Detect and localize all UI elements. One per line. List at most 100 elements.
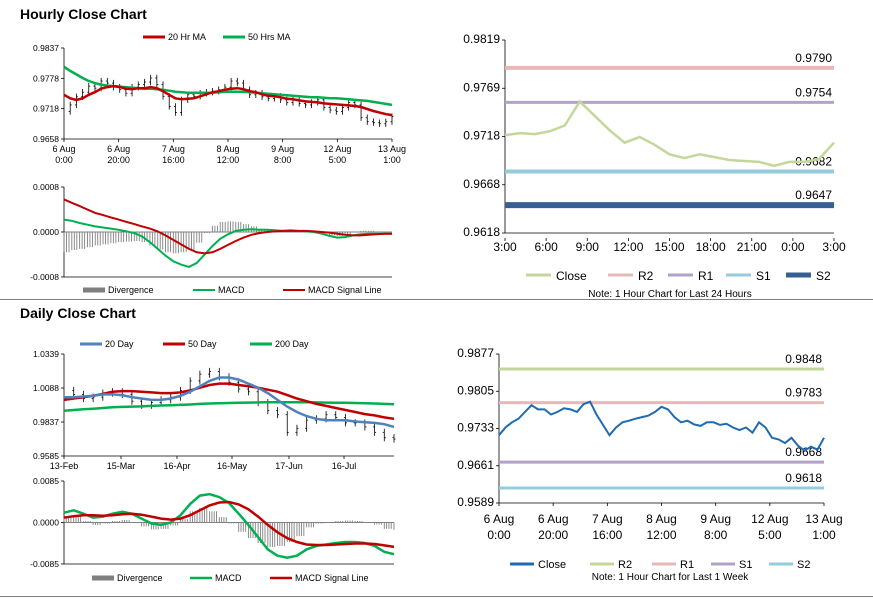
hourly-level-r2-label: 0.9790 xyxy=(795,51,832,65)
daily-levels-x-tick-label: 16:00 xyxy=(592,528,622,542)
daily-levels-x-tick-label: 6 Aug xyxy=(484,512,515,526)
daily-ma200-line xyxy=(63,400,395,412)
daily-levels-x-tick-label: 0:00 xyxy=(487,528,511,542)
hourly-price-x-tick-label: 7 Aug xyxy=(162,144,185,154)
daily-levels-y-tick-label: 0.9877 xyxy=(457,346,494,360)
daily-macd-y-tick-label: 0.0085 xyxy=(33,476,59,486)
hourly-price-x-tick-label: 9 Aug xyxy=(271,144,294,154)
hourly-levels-legend-label: R1 xyxy=(698,269,714,283)
hourly-price-x-tick-label: 8 Aug xyxy=(216,144,239,154)
daily-levels-note: Note: 1 Hour Chart for Last 1 Week xyxy=(591,572,749,583)
daily-macd-line xyxy=(63,492,395,559)
hourly-macd-y-tick-label: -0.0008 xyxy=(30,272,59,282)
bottom-divider xyxy=(0,596,873,597)
hourly-price-y-tick-label: 0.9837 xyxy=(33,43,59,53)
daily-level-r2-label: 0.9848 xyxy=(785,352,822,366)
hourly-price-y-tick-label: 0.9718 xyxy=(33,104,59,114)
hourly-divergence-legend-label: Divergence xyxy=(108,285,154,295)
hourly-level-r1-label: 0.9754 xyxy=(795,85,832,99)
hourly-price-x-tick-label: 0:00 xyxy=(55,155,73,165)
hourly-levels-x-tick-label: 3:00 xyxy=(822,240,846,254)
daily-close-line xyxy=(498,400,825,452)
hourly-price-x-tick-label: 20:00 xyxy=(107,155,130,165)
daily-level-s2-label: 0.9618 xyxy=(785,471,822,485)
daily-signal-line xyxy=(63,500,395,549)
daily-levels-x-tick-label: 5:00 xyxy=(758,528,782,542)
daily-levels-x-tick-label: 12:00 xyxy=(646,528,676,542)
daily-level-s1-label: 0.9668 xyxy=(785,445,822,459)
daily-levels-y-tick-label: 0.9661 xyxy=(457,458,494,472)
daily-levels-x-tick-label: 12 Aug xyxy=(751,512,788,526)
daily-levels-legend-label: R2 xyxy=(618,559,632,571)
hourly-ma20-legend-label: 20 Hr MA xyxy=(168,32,206,42)
daily-signal-legend-label: MACD Signal Line xyxy=(295,573,369,583)
daily-price-x-tick-label: 15-Mar xyxy=(107,461,136,471)
hourly-levels-x-tick-label: 0:00 xyxy=(781,240,805,254)
hourly-price-x-tick-label: 13 Aug xyxy=(378,144,406,154)
hourly-levels-legend-label: Close xyxy=(556,269,587,283)
hourly-price-x-tick-label: 6 Aug xyxy=(107,144,130,154)
daily-price-y-tick-label: 0.9585 xyxy=(33,451,59,461)
hourly-signal-legend-label: MACD Signal Line xyxy=(308,285,382,295)
hourly-levels-x-tick-label: 15:00 xyxy=(654,240,684,254)
hourly-levels-legend-label: R2 xyxy=(638,269,654,283)
daily-price-x-tick-label: 16-Jul xyxy=(332,461,357,471)
daily-levels-x-tick-label: 20:00 xyxy=(538,528,568,542)
daily-ma50-line xyxy=(63,382,395,421)
daily-ma50-legend-label: 50 Day xyxy=(188,339,217,349)
daily-levels-x-tick-label: 6 Aug xyxy=(538,512,569,526)
hourly-levels-x-tick-label: 21:00 xyxy=(737,240,767,254)
hourly-levels-y-tick-label: 0.9718 xyxy=(463,129,500,143)
hourly-levels-x-tick-label: 18:00 xyxy=(696,240,726,254)
hourly-price-x-tick-label: 12:00 xyxy=(217,155,240,165)
daily-price-x-tick-label: 16-May xyxy=(217,461,248,471)
daily-price-x-tick-label: 17-Jun xyxy=(275,461,303,471)
daily-divergence-legend-label: Divergence xyxy=(117,573,163,583)
daily-levels-y-tick-label: 0.9733 xyxy=(457,421,494,435)
hourly-levels-x-tick-label: 6:00 xyxy=(534,240,558,254)
hourly-price-x-tick-label: 5:00 xyxy=(329,155,347,165)
hourly-macd-y-tick-label: 0.0000 xyxy=(33,227,59,237)
daily-macd-legend-label: MACD xyxy=(215,573,242,583)
hourly-ma20-line xyxy=(63,84,393,117)
hourly-price-x-tick-label: 1:00 xyxy=(383,155,401,165)
daily-levels-x-tick-label: 1:00 xyxy=(812,528,836,542)
daily-price-y-tick-label: 0.9837 xyxy=(33,417,59,427)
hourly-macd-line xyxy=(63,218,392,268)
hourly-close-line xyxy=(504,99,835,168)
daily-levels-x-tick-label: 8:00 xyxy=(704,528,728,542)
daily-price-x-tick-label: 16-Apr xyxy=(163,461,190,471)
daily-price-y-tick-label: 1.0339 xyxy=(33,349,59,359)
hourly-levels-x-tick-label: 9:00 xyxy=(576,240,600,254)
hourly-price-y-tick-label: 0.9658 xyxy=(33,134,59,144)
daily-section-title: Daily Close Chart xyxy=(20,305,136,321)
daily-ma200-legend-label: 200 Day xyxy=(275,339,309,349)
hourly-levels-y-tick-label: 0.9668 xyxy=(463,177,500,191)
hourly-levels-note: Note: 1 Hour Chart for Last 24 Hours xyxy=(588,289,752,300)
hourly-price-x-tick-label: 16:00 xyxy=(162,155,185,165)
hourly-macd-y-tick-label: 0.0008 xyxy=(33,182,59,192)
hourly-levels-legend-label: S1 xyxy=(756,269,771,283)
hourly-levels-y-tick-label: 0.9819 xyxy=(463,32,500,46)
hourly-price-x-tick-label: 6 Aug xyxy=(52,144,75,154)
daily-levels-x-tick-label: 7 Aug xyxy=(592,512,623,526)
daily-ma20-legend-label: 20 Day xyxy=(105,339,134,349)
hourly-levels-legend-label: S2 xyxy=(816,269,831,283)
hourly-macd-legend-label: MACD xyxy=(218,285,245,295)
daily-levels-y-tick-label: 0.9589 xyxy=(457,495,494,509)
hourly-signal-line xyxy=(63,198,392,255)
hourly-price-y-tick-label: 0.9778 xyxy=(33,73,59,83)
daily-level-r1-label: 0.9783 xyxy=(785,386,822,400)
daily-macd-y-tick-label: 0.0000 xyxy=(33,518,59,528)
hourly-levels-x-tick-label: 3:00 xyxy=(493,240,517,254)
daily-levels-x-tick-label: 13 Aug xyxy=(805,512,842,526)
daily-levels-legend-label: S1 xyxy=(739,559,752,571)
hourly-levels-y-tick-label: 0.9769 xyxy=(463,80,500,94)
daily-levels-x-tick-label: 8 Aug xyxy=(646,512,677,526)
daily-macd-y-tick-label: -0.0085 xyxy=(30,559,59,569)
daily-levels-legend-label: S2 xyxy=(797,559,810,571)
daily-ma20-line xyxy=(64,376,395,429)
daily-levels-x-tick-label: 9 Aug xyxy=(700,512,731,526)
section-divider xyxy=(0,299,873,300)
